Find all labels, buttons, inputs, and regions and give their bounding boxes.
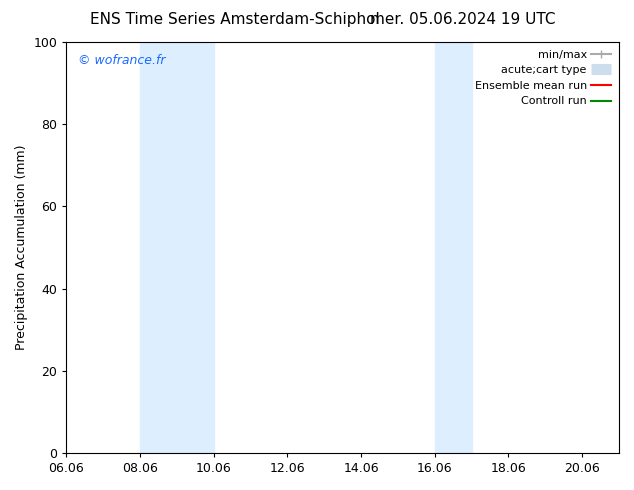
Legend: min/max, acute;cart type, Ensemble mean run, Controll run: min/max, acute;cart type, Ensemble mean … xyxy=(472,48,614,109)
Text: ENS Time Series Amsterdam-Schiphol: ENS Time Series Amsterdam-Schiphol xyxy=(89,12,380,27)
Bar xyxy=(435,42,472,453)
Text: mer. 05.06.2024 19 UTC: mer. 05.06.2024 19 UTC xyxy=(370,12,555,27)
Bar xyxy=(140,42,214,453)
Text: © wofrance.fr: © wofrance.fr xyxy=(77,54,165,68)
Y-axis label: Precipitation Accumulation (mm): Precipitation Accumulation (mm) xyxy=(15,145,28,350)
